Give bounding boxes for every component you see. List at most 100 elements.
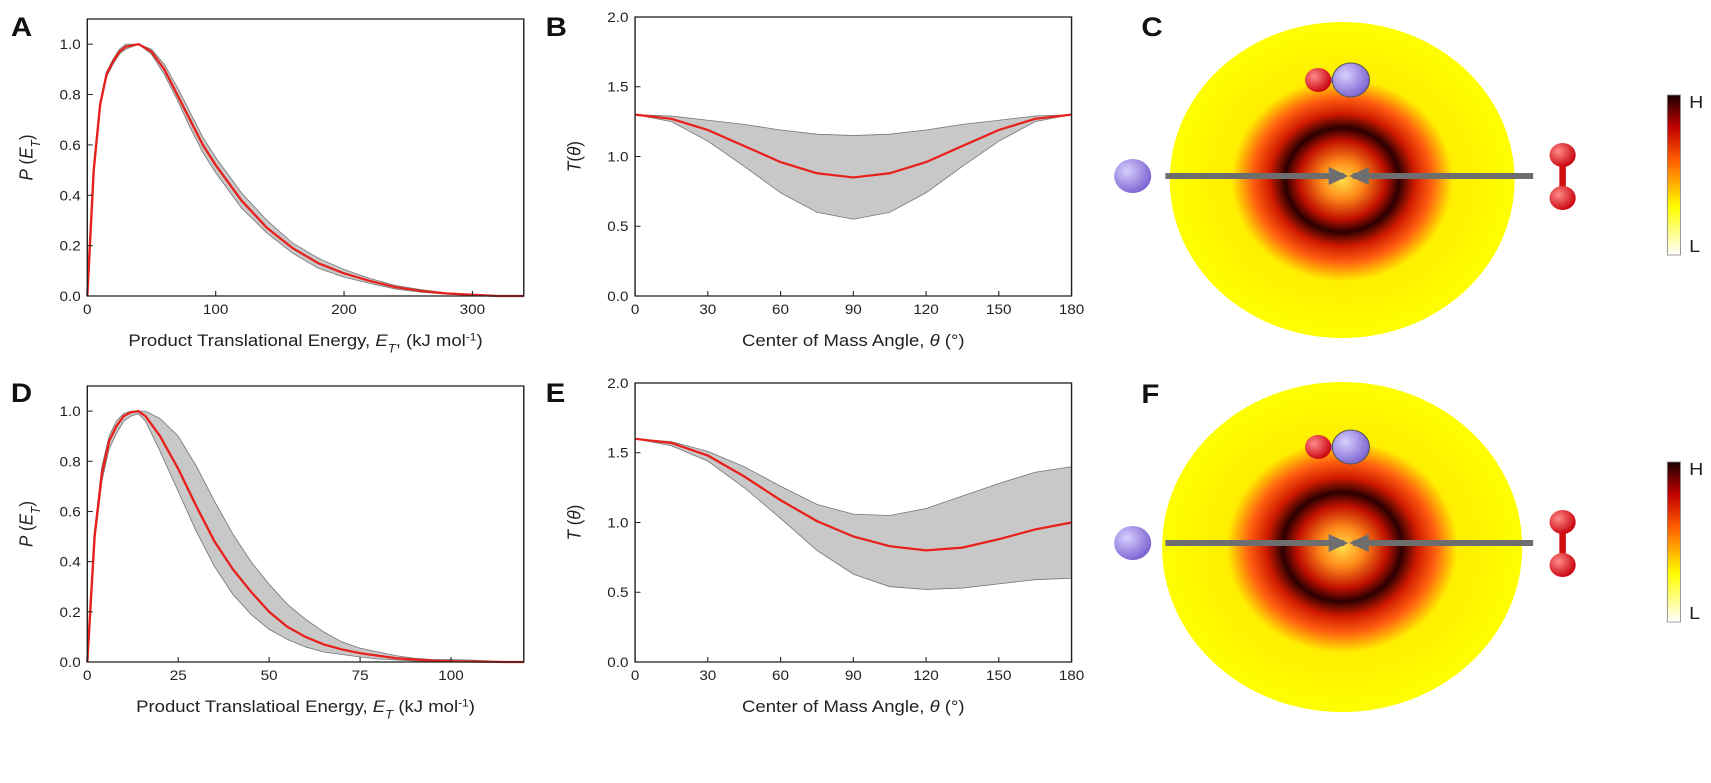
y-axis-title: P (ET) bbox=[16, 134, 43, 180]
label-run: ) bbox=[476, 331, 482, 350]
colorbar bbox=[1666, 94, 1681, 256]
atom bbox=[1331, 429, 1371, 465]
label-run: E bbox=[375, 331, 389, 350]
x-axis-title: Product Translatioal Energy, ET (kJ mol-… bbox=[136, 697, 475, 722]
x-tick-label: 100 bbox=[203, 303, 228, 318]
y-tick-label: 0.5 bbox=[607, 586, 628, 601]
colorbar-low: L bbox=[1689, 236, 1700, 256]
y-axis-title: T(θ) bbox=[564, 141, 585, 172]
x-tick-label: 30 bbox=[699, 303, 716, 318]
uncertainty-band bbox=[634, 114, 1072, 220]
label-run: , (kJ mol bbox=[396, 331, 466, 350]
label-run: ) bbox=[16, 134, 37, 140]
atom bbox=[1331, 62, 1371, 98]
x-tick-label: 90 bbox=[845, 303, 862, 318]
y-tick-label: 1.0 bbox=[60, 38, 81, 53]
atom bbox=[1114, 526, 1152, 560]
y-tick-label: 0.0 bbox=[60, 656, 81, 671]
x-tick-label: 25 bbox=[170, 669, 187, 684]
x-tick-label: 150 bbox=[986, 303, 1011, 318]
label-run: E bbox=[16, 146, 37, 158]
label-run: T bbox=[385, 708, 394, 721]
x-tick-label: 180 bbox=[1059, 303, 1084, 318]
atom bbox=[1549, 186, 1576, 210]
label-run: ) bbox=[564, 505, 585, 511]
plot-frame bbox=[86, 385, 525, 663]
label-run: (°) bbox=[940, 331, 965, 350]
y-tick-label: 0.0 bbox=[607, 656, 628, 671]
label-run: (°) bbox=[940, 697, 965, 716]
label-run: ( bbox=[564, 156, 585, 162]
y-tick-label: 1.5 bbox=[607, 446, 628, 461]
flux-map: F H L bbox=[1114, 378, 1703, 712]
y-tick-label: 0.0 bbox=[60, 290, 81, 305]
label-run: θ bbox=[930, 331, 940, 350]
label-run: θ bbox=[564, 146, 585, 156]
y-tick-label: 0.2 bbox=[60, 605, 81, 620]
label-run: T bbox=[29, 505, 44, 514]
label-run: ( bbox=[16, 525, 37, 535]
colorbar-low: L bbox=[1689, 603, 1700, 623]
flux-map: C H L bbox=[1114, 11, 1703, 338]
y-tick-label: 0.0 bbox=[607, 290, 628, 305]
x-tick-label: 100 bbox=[438, 669, 463, 684]
x-axis-title: Product Translational Energy, ET, (kJ mo… bbox=[128, 331, 482, 356]
label-run: P bbox=[16, 169, 37, 180]
data-line bbox=[86, 409, 524, 664]
data-line bbox=[634, 437, 1072, 552]
x-tick-label: 0 bbox=[631, 669, 640, 684]
x-axis-title: Center of Mass Angle, θ (°) bbox=[742, 697, 965, 716]
x-tick-label: 0 bbox=[631, 303, 640, 318]
label-run: -1 bbox=[466, 332, 477, 343]
atom bbox=[1549, 143, 1576, 167]
label-run: θ bbox=[930, 697, 940, 716]
x-tick-label: 200 bbox=[331, 303, 356, 318]
uncertainty-band bbox=[86, 43, 524, 297]
y-tick-label: 0.2 bbox=[60, 239, 81, 254]
atom bbox=[1305, 435, 1332, 459]
atom bbox=[1114, 159, 1152, 193]
colorbar-high: H bbox=[1689, 459, 1703, 479]
uncertainty-band bbox=[86, 410, 524, 663]
label-run: Center of Mass Angle, bbox=[742, 331, 930, 350]
x-tick-label: 0 bbox=[83, 303, 92, 318]
panel-label: E bbox=[546, 377, 566, 408]
label-run: ) bbox=[564, 141, 585, 147]
y-tick-label: 0.6 bbox=[60, 138, 81, 153]
label-run: Product Translatioal Energy, bbox=[136, 697, 373, 716]
x-tick-label: 75 bbox=[352, 669, 369, 684]
label-run: ( bbox=[564, 519, 585, 529]
y-tick-label: 1.0 bbox=[607, 150, 628, 165]
label-run: Center of Mass Angle, bbox=[742, 697, 930, 716]
x-tick-label: 150 bbox=[986, 669, 1011, 684]
data-line bbox=[634, 113, 1072, 179]
y-tick-label: 0.5 bbox=[607, 220, 628, 235]
x-axis-title: Center of Mass Angle, θ (°) bbox=[742, 331, 965, 350]
y-tick-label: 2.0 bbox=[607, 377, 628, 392]
y-tick-label: 1.0 bbox=[607, 516, 628, 531]
label-run: θ bbox=[564, 510, 585, 520]
x-tick-label: 180 bbox=[1059, 669, 1084, 684]
label-run: E bbox=[373, 697, 387, 716]
label-run: T bbox=[564, 529, 585, 540]
label-run: -1 bbox=[458, 698, 469, 709]
label-run: Product Translational Energy, bbox=[128, 331, 375, 350]
y-tick-label: 1.5 bbox=[607, 80, 628, 95]
x-tick-label: 300 bbox=[460, 303, 485, 318]
y-tick-label: 0.4 bbox=[60, 189, 81, 204]
label-run: (kJ mol bbox=[393, 697, 458, 716]
y-tick-label: 0.4 bbox=[60, 555, 81, 570]
y-axis-title: T (θ) bbox=[564, 505, 585, 541]
uncertainty-band bbox=[634, 438, 1072, 590]
x-tick-label: 0 bbox=[83, 669, 92, 684]
y-axis-title: P (ET) bbox=[16, 501, 43, 547]
x-tick-label: 60 bbox=[772, 669, 789, 684]
panel-label: C bbox=[1141, 11, 1162, 42]
y-tick-label: 0.8 bbox=[60, 88, 81, 103]
atom bbox=[1549, 510, 1576, 534]
x-tick-label: 120 bbox=[913, 303, 938, 318]
panel-label: B bbox=[546, 11, 567, 42]
x-tick-label: 50 bbox=[261, 669, 278, 684]
